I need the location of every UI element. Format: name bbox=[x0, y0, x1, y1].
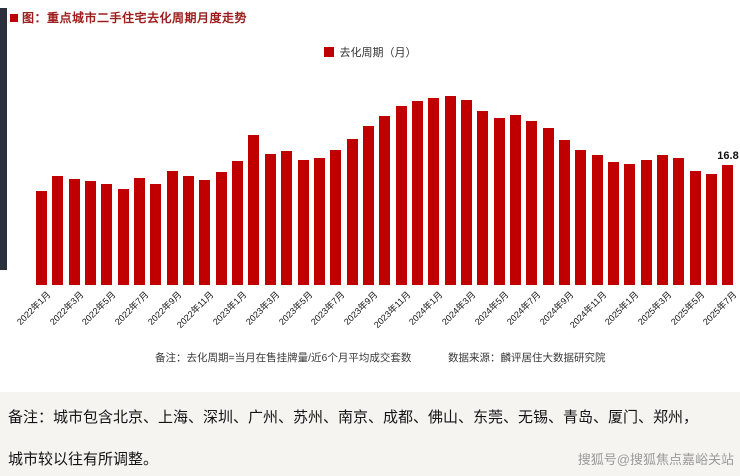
bar bbox=[460, 100, 472, 285]
bar bbox=[36, 190, 47, 285]
accent-strip bbox=[0, 8, 7, 270]
bar bbox=[493, 117, 505, 285]
bar bbox=[52, 175, 64, 285]
bar bbox=[509, 115, 521, 285]
bar bbox=[215, 172, 227, 285]
bar bbox=[477, 110, 489, 285]
bar bbox=[297, 160, 309, 285]
bar bbox=[150, 184, 162, 285]
bar bbox=[722, 165, 734, 285]
legend-label: 去化周期（月） bbox=[339, 47, 417, 59]
watermark-link[interactable]: 搜狐号@搜狐焦点嘉峪关站 bbox=[577, 452, 734, 467]
bar bbox=[608, 162, 620, 285]
bar bbox=[281, 150, 293, 285]
bar bbox=[68, 178, 80, 285]
bar bbox=[166, 170, 178, 285]
bar bbox=[313, 157, 325, 285]
bar bbox=[248, 135, 260, 285]
bar bbox=[689, 171, 701, 285]
bar bbox=[199, 180, 211, 285]
bar bbox=[264, 154, 276, 285]
bar bbox=[101, 183, 113, 285]
bar bbox=[542, 127, 554, 285]
article-note-section: 备注：城市包含北京、上海、深圳、广州、苏州、南京、成都、佛山、东莞、无锡、青岛、… bbox=[0, 392, 740, 476]
chart-header: 图：重点城市二手住宅去化周期月度走势 bbox=[10, 9, 247, 26]
bar bbox=[362, 125, 374, 285]
bar-value-label: 16.8 bbox=[717, 150, 739, 162]
bar bbox=[428, 97, 440, 285]
title-bullet-icon bbox=[10, 13, 18, 22]
footer-note-line2: 城市较以往有所调整。 bbox=[8, 452, 159, 468]
chart-notes: 备注：去化周期=当月在售挂牌量/近6个月平均成交套数 数据来源：麟评居住大数据研… bbox=[0, 350, 740, 366]
chart-footnote: 备注：去化周期=当月在售挂牌量/近6个月平均成交套数 bbox=[155, 352, 412, 364]
bar bbox=[657, 155, 669, 285]
legend-swatch-icon bbox=[323, 47, 334, 57]
bar bbox=[591, 155, 603, 285]
bar bbox=[395, 105, 407, 285]
bar bbox=[411, 100, 423, 285]
bar bbox=[624, 164, 636, 285]
footer-note-line1: 备注：城市包含北京、上海、深圳、广州、苏州、南京、成都、佛山、东莞、无锡、青岛、… bbox=[8, 410, 699, 426]
bar bbox=[330, 150, 342, 285]
data-source: 数据来源：麟评居住大数据研究院 bbox=[448, 352, 606, 364]
bar bbox=[85, 180, 97, 285]
plot-area: 16.8 bbox=[36, 85, 739, 285]
bar bbox=[706, 174, 718, 285]
bar bbox=[673, 157, 685, 285]
bar bbox=[134, 177, 146, 285]
bar bbox=[444, 95, 456, 285]
bar bbox=[575, 150, 587, 285]
legend: 去化周期（月） bbox=[0, 44, 740, 60]
x-axis-labels: 2022年1月 2022年3月 2022年5月 2022年7月 2022年9月 2022年… bbox=[15, 288, 738, 348]
bar bbox=[232, 160, 244, 285]
bar bbox=[640, 160, 652, 285]
bar bbox=[346, 138, 358, 285]
bar bbox=[526, 120, 538, 285]
bar bbox=[379, 115, 391, 285]
chart-title: 图：重点城市二手住宅去化周期月度走势 bbox=[22, 11, 248, 25]
bar bbox=[559, 140, 570, 285]
bar bbox=[183, 175, 195, 285]
bar bbox=[117, 189, 129, 285]
